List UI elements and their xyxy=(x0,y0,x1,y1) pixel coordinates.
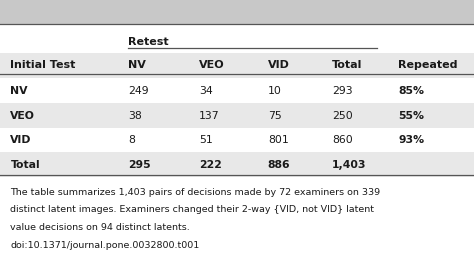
Text: 51: 51 xyxy=(199,135,213,145)
Text: VID: VID xyxy=(10,135,32,145)
Text: 93%: 93% xyxy=(398,135,424,145)
Text: 249: 249 xyxy=(128,86,149,96)
Text: Total: Total xyxy=(332,60,362,70)
Text: 85%: 85% xyxy=(398,86,424,96)
Text: 75: 75 xyxy=(268,111,282,120)
Text: NV: NV xyxy=(128,60,146,70)
Text: 137: 137 xyxy=(199,111,220,120)
Text: 293: 293 xyxy=(332,86,353,96)
Text: 38: 38 xyxy=(128,111,142,120)
Text: Total: Total xyxy=(10,160,40,169)
Text: 801: 801 xyxy=(268,135,289,145)
Text: 886: 886 xyxy=(268,160,291,169)
Text: 860: 860 xyxy=(332,135,353,145)
Text: Retest: Retest xyxy=(128,37,169,47)
Text: distinct latent images. Examiners changed their 2-way {VID, not VID} latent: distinct latent images. Examiners change… xyxy=(10,205,374,214)
Text: 1,403: 1,403 xyxy=(332,160,366,169)
Text: VEO: VEO xyxy=(199,60,225,70)
Text: 222: 222 xyxy=(199,160,222,169)
Text: Repeated: Repeated xyxy=(398,60,458,70)
Text: doi:10.1371/journal.pone.0032800.t001: doi:10.1371/journal.pone.0032800.t001 xyxy=(10,241,200,250)
Text: value decisions on 94 distinct latents.: value decisions on 94 distinct latents. xyxy=(10,223,190,232)
Text: VID: VID xyxy=(268,60,290,70)
Text: 295: 295 xyxy=(128,160,151,169)
Text: 8: 8 xyxy=(128,135,135,145)
Text: Initial Test: Initial Test xyxy=(10,60,76,70)
Text: 250: 250 xyxy=(332,111,353,120)
Text: 55%: 55% xyxy=(398,111,424,120)
Text: 34: 34 xyxy=(199,86,213,96)
Text: The table summarizes 1,403 pairs of decisions made by 72 examiners on 339: The table summarizes 1,403 pairs of deci… xyxy=(10,188,381,197)
Text: 10: 10 xyxy=(268,86,282,96)
Text: VEO: VEO xyxy=(10,111,35,120)
Text: NV: NV xyxy=(10,86,28,96)
